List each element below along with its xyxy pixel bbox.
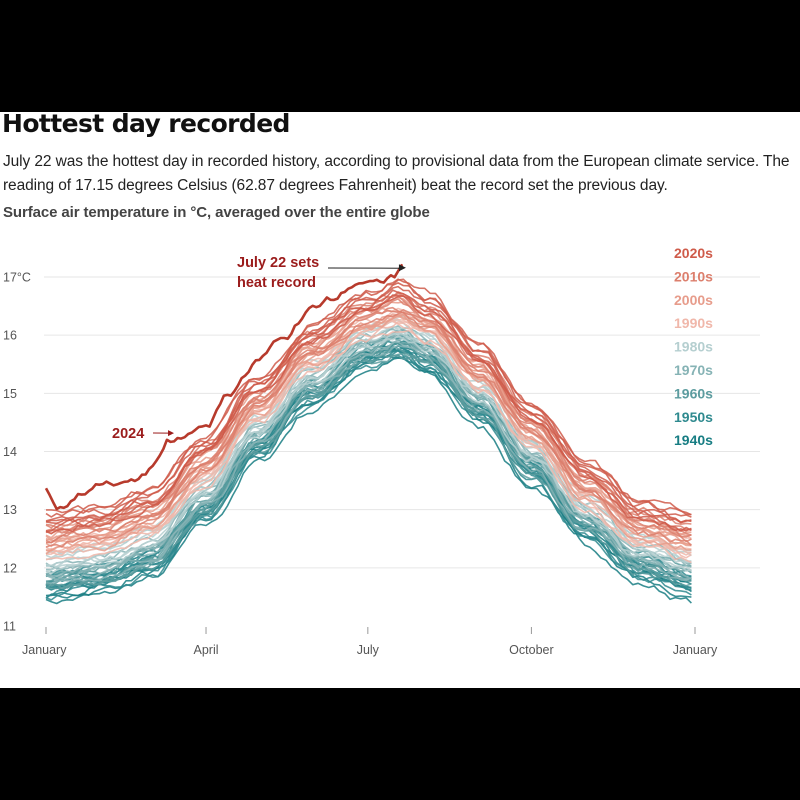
x-tick-label: July <box>357 643 380 657</box>
axis-tick-marks <box>45 627 696 634</box>
y-tick-label: 17°C <box>3 271 31 285</box>
legend-entry: 1950s <box>674 409 713 425</box>
x-tick-label: January <box>673 643 718 657</box>
chart-subtitle: July 22 was the hottest day in recorded … <box>3 153 790 194</box>
y-tick-label: 15 <box>3 387 17 401</box>
annotations: July 22 sets heat record 2024 <box>112 255 406 442</box>
legend-entry: 2000s <box>674 292 713 308</box>
series-line-1950s <box>45 354 692 601</box>
y-tick-label: 11 <box>3 620 16 634</box>
y-tick-label: 16 <box>3 329 17 343</box>
legend: 2020s 2010s 2000s 1990s 1980s 1970s 1960s 1950s… <box>674 245 713 448</box>
series-line-2024 <box>44 264 403 511</box>
series-line-1990s <box>45 329 692 564</box>
y-tick-label: 14 <box>3 445 17 459</box>
y-tick-label: 13 <box>3 503 17 517</box>
temperature-line-chart: 11 12 13 14 15 16 17°C January April July October… <box>3 245 760 657</box>
y-tick-labels: 11 12 13 14 15 16 17°C <box>3 271 31 634</box>
series-line-2020s <box>45 278 692 518</box>
series-line-2010s <box>45 291 692 531</box>
x-tick-labels: January April July October January <box>22 643 718 657</box>
annotation-2024-text: 2024 <box>112 426 144 442</box>
legend-entry: 1980s <box>674 339 713 355</box>
decade-lines <box>44 264 692 605</box>
legend-entry: 1940s <box>674 432 713 448</box>
annotation-record-text: July 22 sets <box>237 255 319 271</box>
axis-title: Surface air temperature in °C, averaged … <box>3 204 430 221</box>
annotation-2024-arrowhead <box>168 430 175 437</box>
series-line-1970s <box>45 334 692 577</box>
series-line-2000s <box>45 314 692 552</box>
series-line-2020s <box>45 289 692 525</box>
chart-panel: Hottest day recorded July 22 was the hot… <box>0 109 800 688</box>
annotation-record-text: heat record <box>237 275 316 291</box>
legend-entry: 1990s <box>674 315 713 331</box>
legend-entry: 2020s <box>674 245 713 261</box>
series-line-1950s <box>45 335 692 579</box>
chart-title: Hottest day recorded <box>2 109 290 138</box>
series-line-1960s <box>45 342 692 587</box>
y-tick-label: 12 <box>3 561 17 575</box>
x-tick-label: October <box>509 643 553 657</box>
legend-entry: 2010s <box>674 268 713 284</box>
series-line-1990s <box>45 319 692 559</box>
x-tick-label: April <box>194 643 219 657</box>
series-line-1980s <box>45 331 692 575</box>
legend-entry: 1960s <box>674 385 713 401</box>
series-line-1990s <box>45 320 692 556</box>
series-line-2020s <box>46 278 692 516</box>
annotation-arrowhead <box>398 264 406 272</box>
series-line-2020s <box>45 282 692 523</box>
legend-entry: 1970s <box>674 362 713 378</box>
series-line-2010s <box>45 309 692 544</box>
series-line-1970s <box>45 341 692 581</box>
series-line-1940s <box>45 357 692 605</box>
x-tick-label: January <box>22 643 67 657</box>
